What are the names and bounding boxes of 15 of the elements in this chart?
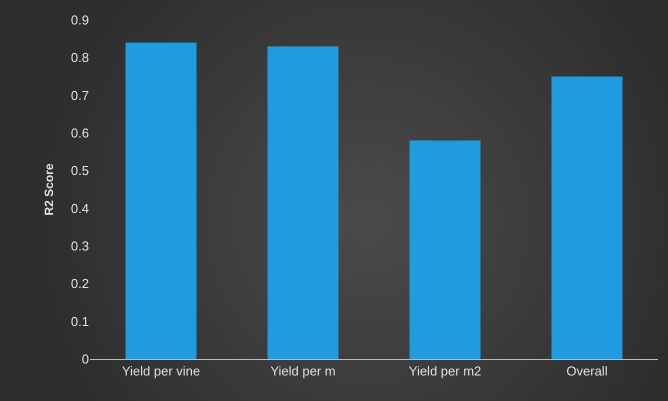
x-tick-label: Yield per m: [270, 364, 336, 379]
y-tick-label: 0: [82, 352, 89, 367]
x-tick-label: Yield per vine: [122, 364, 200, 379]
y-tick-label: 0.1: [70, 314, 89, 329]
y-axis-title: R2 Score: [42, 163, 56, 216]
y-tick-label: 0.7: [70, 88, 89, 103]
y-tick-label: 0.3: [70, 238, 89, 254]
y-tick-label: 0.5: [70, 163, 89, 178]
y-tick-label: 0.2: [70, 276, 89, 292]
x-tick-label: Overall: [566, 364, 608, 379]
y-tick-label: 0.4: [70, 200, 89, 216]
y-tick-label: 0.9: [70, 12, 89, 28]
y-tick-label: 0.6: [70, 126, 89, 141]
y-tick-label: 0.8: [70, 50, 89, 66]
x-tick-label: Yield per m2: [408, 364, 482, 379]
